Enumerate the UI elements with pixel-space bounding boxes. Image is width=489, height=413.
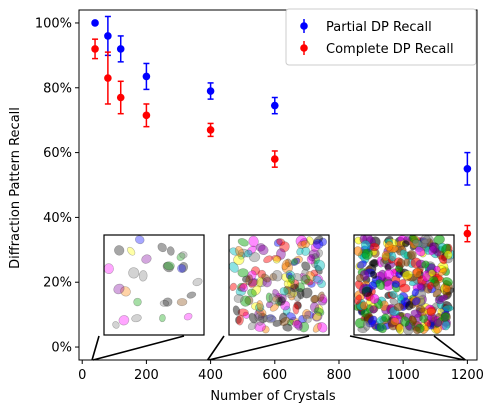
x-tick-label: 400 [198,368,223,383]
crystal-blob [384,269,393,279]
crystal-blob [180,251,188,258]
x-axis-title: Number of Crystals [210,389,336,404]
legend-marker-partial [300,22,308,30]
data-point [271,155,279,163]
y-axis-title: Diffraction Pattern Recall [8,107,23,269]
x-tick-label: 0 [78,368,86,383]
crystal-blob [381,314,389,323]
x-tick-label: 800 [327,368,352,383]
data-point [207,87,215,95]
y-tick-label: 20% [43,276,72,291]
data-point [464,230,472,238]
y-tick-label: 100% [35,16,72,31]
data-point [104,32,112,40]
crystal-blob [399,284,410,293]
crystal-blob [428,269,435,276]
data-point [464,165,472,173]
x-tick-label: 200 [134,368,159,383]
crystal-blob [361,287,372,298]
crystal-blob [292,304,299,315]
data-point [91,19,99,27]
data-point [104,74,112,82]
data-point [143,112,151,120]
crystal-blob [159,314,166,322]
y-tick-label: 60% [43,146,72,161]
legend: Partial DP Recall Complete DP Recall [286,9,476,65]
legend-marker-complete [300,44,308,52]
data-point [117,45,125,53]
crystal-blob [442,321,450,331]
legend-label-partial: Partial DP Recall [326,20,432,35]
x-tick-label: 1000 [387,368,420,383]
y-tick-label: 0% [51,341,72,356]
data-point [207,126,215,134]
crystal-blob [104,264,114,274]
crystal-blob [163,261,174,270]
crystal-blob [369,243,379,251]
x-tick-label: 600 [262,368,287,383]
crystal-blob [434,319,443,327]
y-tick-label: 80% [43,81,72,96]
crystal-blob [238,269,249,278]
y-tick-label: 40% [43,211,72,226]
data-point [91,45,99,53]
legend-label-complete: Complete DP Recall [326,42,454,57]
crystal-blob [356,274,363,282]
crystal-blob [177,298,187,306]
data-point [117,94,125,102]
crystal-blob [382,251,390,261]
crystal-blob [360,302,367,310]
data-point [271,102,279,110]
data-point [143,73,151,81]
crystal-blob [443,305,454,312]
x-tick-label: 1200 [451,368,484,383]
